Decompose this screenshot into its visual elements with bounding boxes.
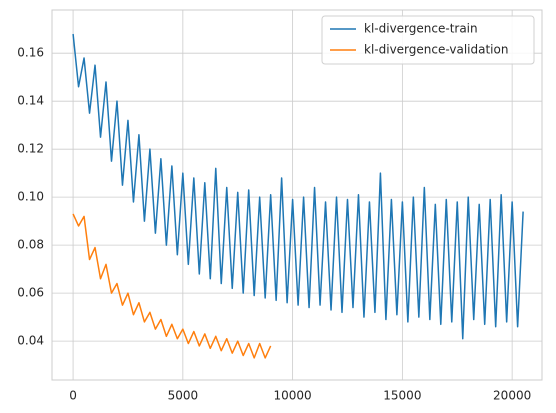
y-tick-label: 0.14 bbox=[17, 94, 44, 108]
legend-label: kl-divergence-validation bbox=[364, 43, 508, 57]
plot-area bbox=[51, 9, 543, 381]
y-tick-label: 0.16 bbox=[17, 46, 44, 60]
x-tick-label: 20000 bbox=[493, 389, 531, 403]
y-tick-label: 0.10 bbox=[17, 190, 44, 204]
series-line bbox=[72, 213, 272, 359]
series-line bbox=[72, 33, 524, 340]
y-tick-label: 0.04 bbox=[17, 334, 44, 348]
y-tick-label: 0.12 bbox=[17, 142, 44, 156]
x-tick-label: 10000 bbox=[274, 389, 312, 403]
x-tick-label: 0 bbox=[69, 389, 77, 403]
legend-label: kl-divergence-train bbox=[364, 22, 478, 36]
legend-box bbox=[321, 15, 535, 65]
x-tick-label: 5000 bbox=[168, 389, 199, 403]
y-tick-label: 0.06 bbox=[17, 286, 44, 300]
x-tick-label: 15000 bbox=[383, 389, 421, 403]
y-tick-label: 0.08 bbox=[17, 238, 44, 252]
